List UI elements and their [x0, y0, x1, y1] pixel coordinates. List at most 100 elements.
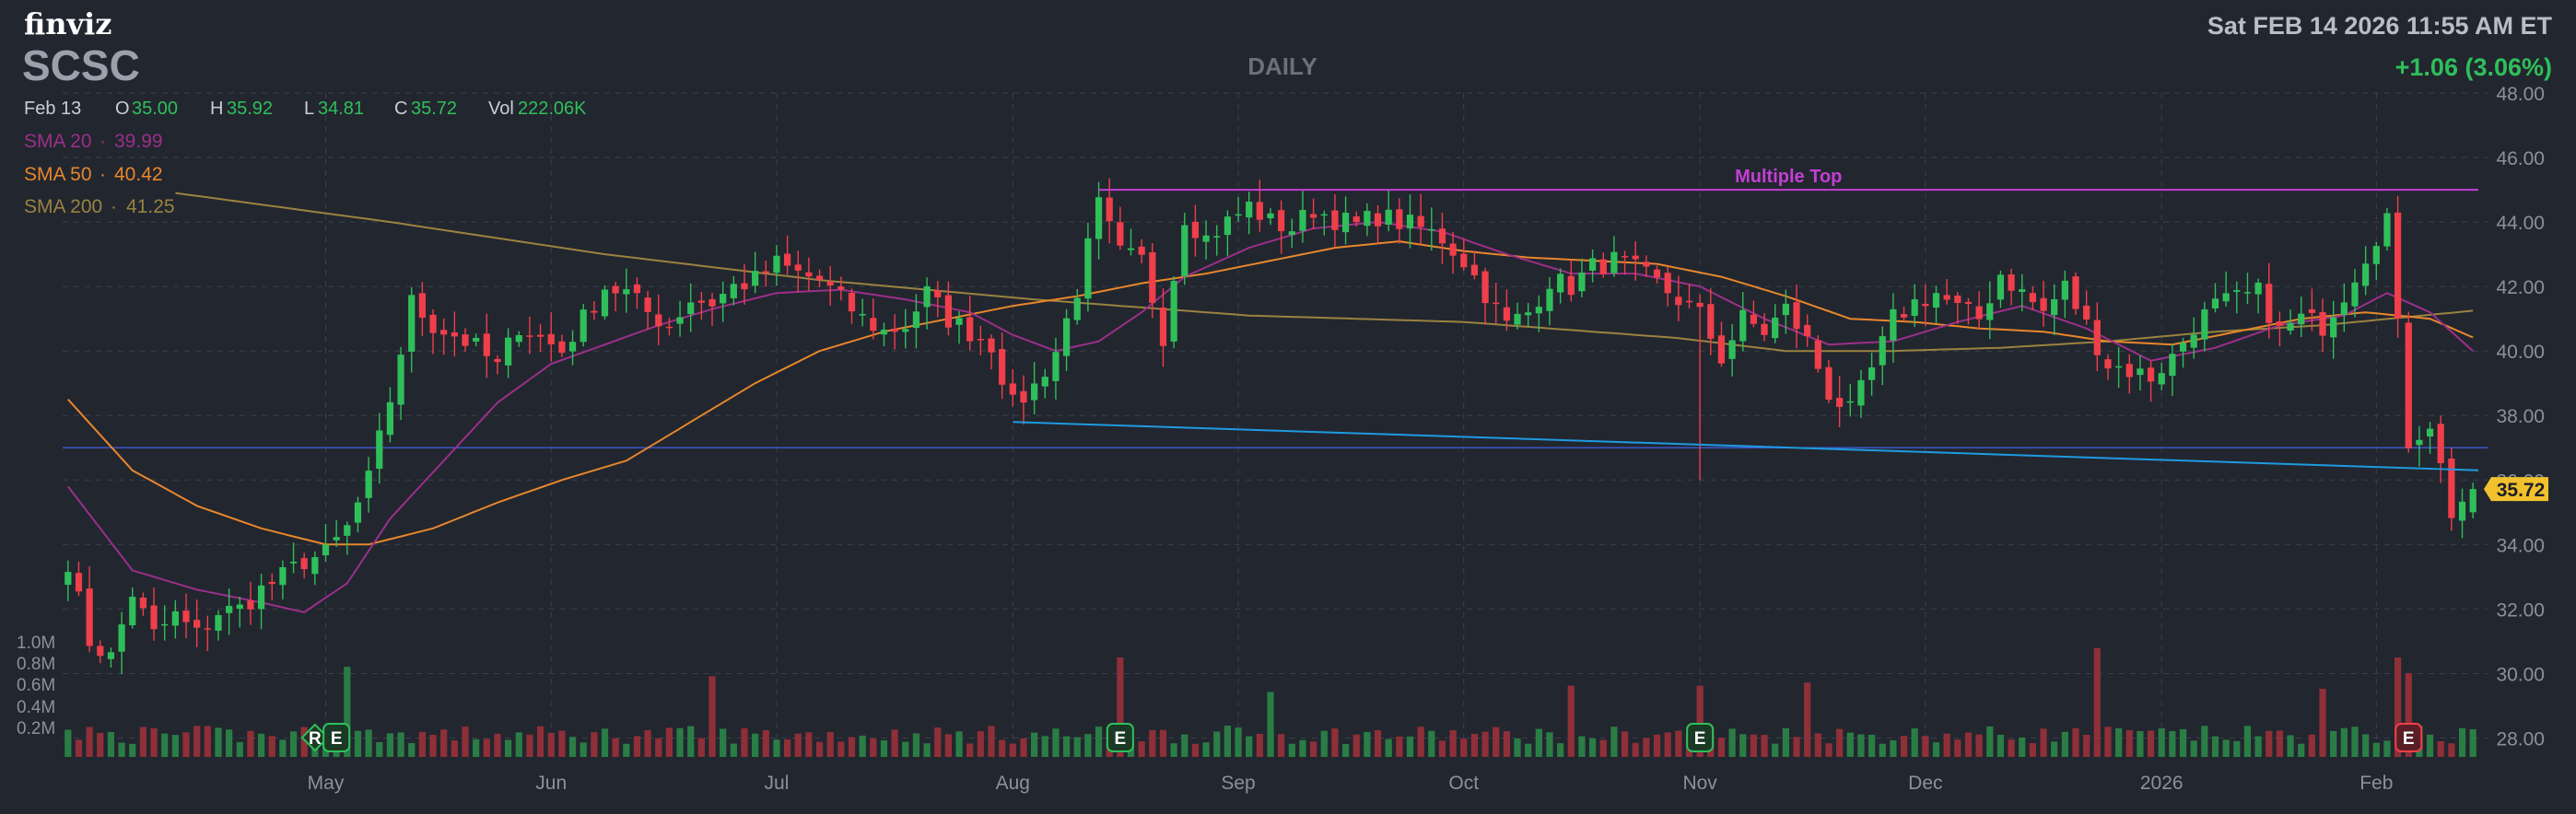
volume-bar: [720, 728, 727, 757]
candle-body: [1707, 304, 1715, 339]
candle-body: [2437, 424, 2444, 463]
candle-body: [418, 293, 426, 319]
candle-body: [2051, 298, 2058, 316]
support-trendline[interactable]: [1013, 421, 2479, 471]
month-tick-label: Nov: [1682, 773, 1717, 794]
candle-body: [1825, 366, 1832, 401]
event-marker-shape: [1686, 723, 1715, 752]
volume-bar: [1288, 743, 1295, 757]
volume-bar: [1503, 731, 1510, 757]
volume-bar: [2308, 734, 2315, 757]
trendlines[interactable]: Multiple Top: [1013, 167, 2479, 471]
volume-bar: [505, 739, 512, 757]
candle-body: [1675, 297, 1682, 306]
sma200-legend-value: 41.25: [126, 196, 175, 217]
volume-bar: [129, 743, 136, 757]
ohlc-date: Feb 13: [24, 99, 81, 119]
sma200-legend-label[interactable]: SMA 200: [24, 196, 102, 217]
volume-bar: [289, 731, 298, 757]
sma20-path: [67, 221, 2474, 613]
candle-body: [451, 332, 458, 337]
sma50-legend-value: 40.42: [114, 164, 163, 185]
candle-body: [300, 558, 308, 570]
volume-bar: [1996, 734, 2005, 757]
candle-body: [1138, 246, 1145, 255]
volume-bar: [1331, 728, 1339, 757]
candle-body: [1181, 225, 1188, 276]
candle-body: [1996, 274, 2005, 300]
volume-bar: [1717, 738, 1726, 757]
candle-body: [1986, 303, 1994, 320]
volume-bar: [612, 738, 619, 757]
candle-body: [322, 544, 330, 556]
earnings-event-icon[interactable]: E: [2395, 723, 2423, 752]
candle-body: [1438, 228, 1446, 244]
candle-body: [2169, 354, 2176, 377]
candle-body: [1449, 243, 1457, 256]
month-tick-label: Dec: [1908, 773, 1942, 794]
earnings-event-icon[interactable]: E: [1686, 723, 1715, 752]
ticker-symbol[interactable]: SCSC: [22, 41, 140, 89]
volume-bar: [418, 731, 426, 757]
candle-body: [1761, 323, 1768, 335]
candle-body: [805, 272, 813, 277]
volume-bar: [1117, 657, 1124, 757]
volume-tick-label: 0.8M: [17, 655, 55, 674]
volume-bar: [1588, 738, 1597, 757]
candle-body: [655, 314, 662, 327]
volume-bar: [2201, 726, 2208, 757]
candle-body: [1900, 314, 1908, 318]
month-tick-label: Feb: [2359, 773, 2393, 794]
volume-bar: [2104, 727, 2112, 757]
volume-bar: [2319, 689, 2326, 757]
finviz-logo[interactable]: finviz: [24, 6, 111, 41]
volume-bar: [859, 735, 866, 757]
sma50-legend-label[interactable]: SMA 50: [24, 164, 92, 185]
candle-body: [2115, 366, 2123, 368]
candle-body: [1772, 317, 1779, 339]
candle-body: [623, 289, 630, 295]
volume-bar: [1374, 729, 1382, 757]
candle-body: [1578, 273, 1586, 292]
volume-bar: [2266, 730, 2273, 757]
candle-body: [1503, 307, 1510, 321]
candle-body: [2458, 501, 2466, 521]
candle-body: [977, 339, 984, 341]
candle-body: [1911, 299, 1918, 316]
month-tick-label: May: [308, 773, 345, 794]
volume-bar: [2298, 743, 2305, 757]
volume-bar: [139, 727, 147, 757]
candle-body: [161, 623, 169, 626]
volume-bar: [473, 738, 480, 757]
volume-bar: [837, 741, 845, 757]
volume-bar: [2469, 728, 2476, 757]
volume-bar: [1428, 730, 1435, 757]
volume-bar: [2351, 727, 2359, 757]
open-value: 35.00: [132, 99, 178, 119]
candle-body: [665, 326, 673, 329]
candle-body: [1041, 377, 1048, 387]
candle-body: [2243, 292, 2252, 294]
last-price-tag-text: 35.72: [2497, 480, 2546, 501]
candle-body: [1739, 309, 1747, 342]
volume-bar: [1084, 734, 1092, 757]
volume-bar: [1632, 742, 1639, 757]
candle-body: [2362, 263, 2370, 286]
high-value: 35.92: [227, 99, 273, 119]
volume-bar: [1868, 734, 1876, 757]
volume-bar: [633, 736, 641, 757]
volume-bar: [783, 738, 791, 757]
candle-body: [139, 597, 147, 609]
earnings-event-icon[interactable]: E: [322, 723, 351, 752]
candle-body: [2298, 313, 2305, 325]
sma20-legend-label[interactable]: SMA 20: [24, 131, 92, 152]
candle-body: [1246, 201, 1253, 218]
volume-bar: [2254, 736, 2262, 757]
indicator-legend: SMA 20 · 39.99 SMA 50 · 40.42 SMA 200 · …: [24, 131, 175, 217]
earnings-event-icon[interactable]: E: [1106, 723, 1134, 752]
candle-body: [1288, 231, 1295, 235]
candle-body: [1267, 213, 1274, 219]
